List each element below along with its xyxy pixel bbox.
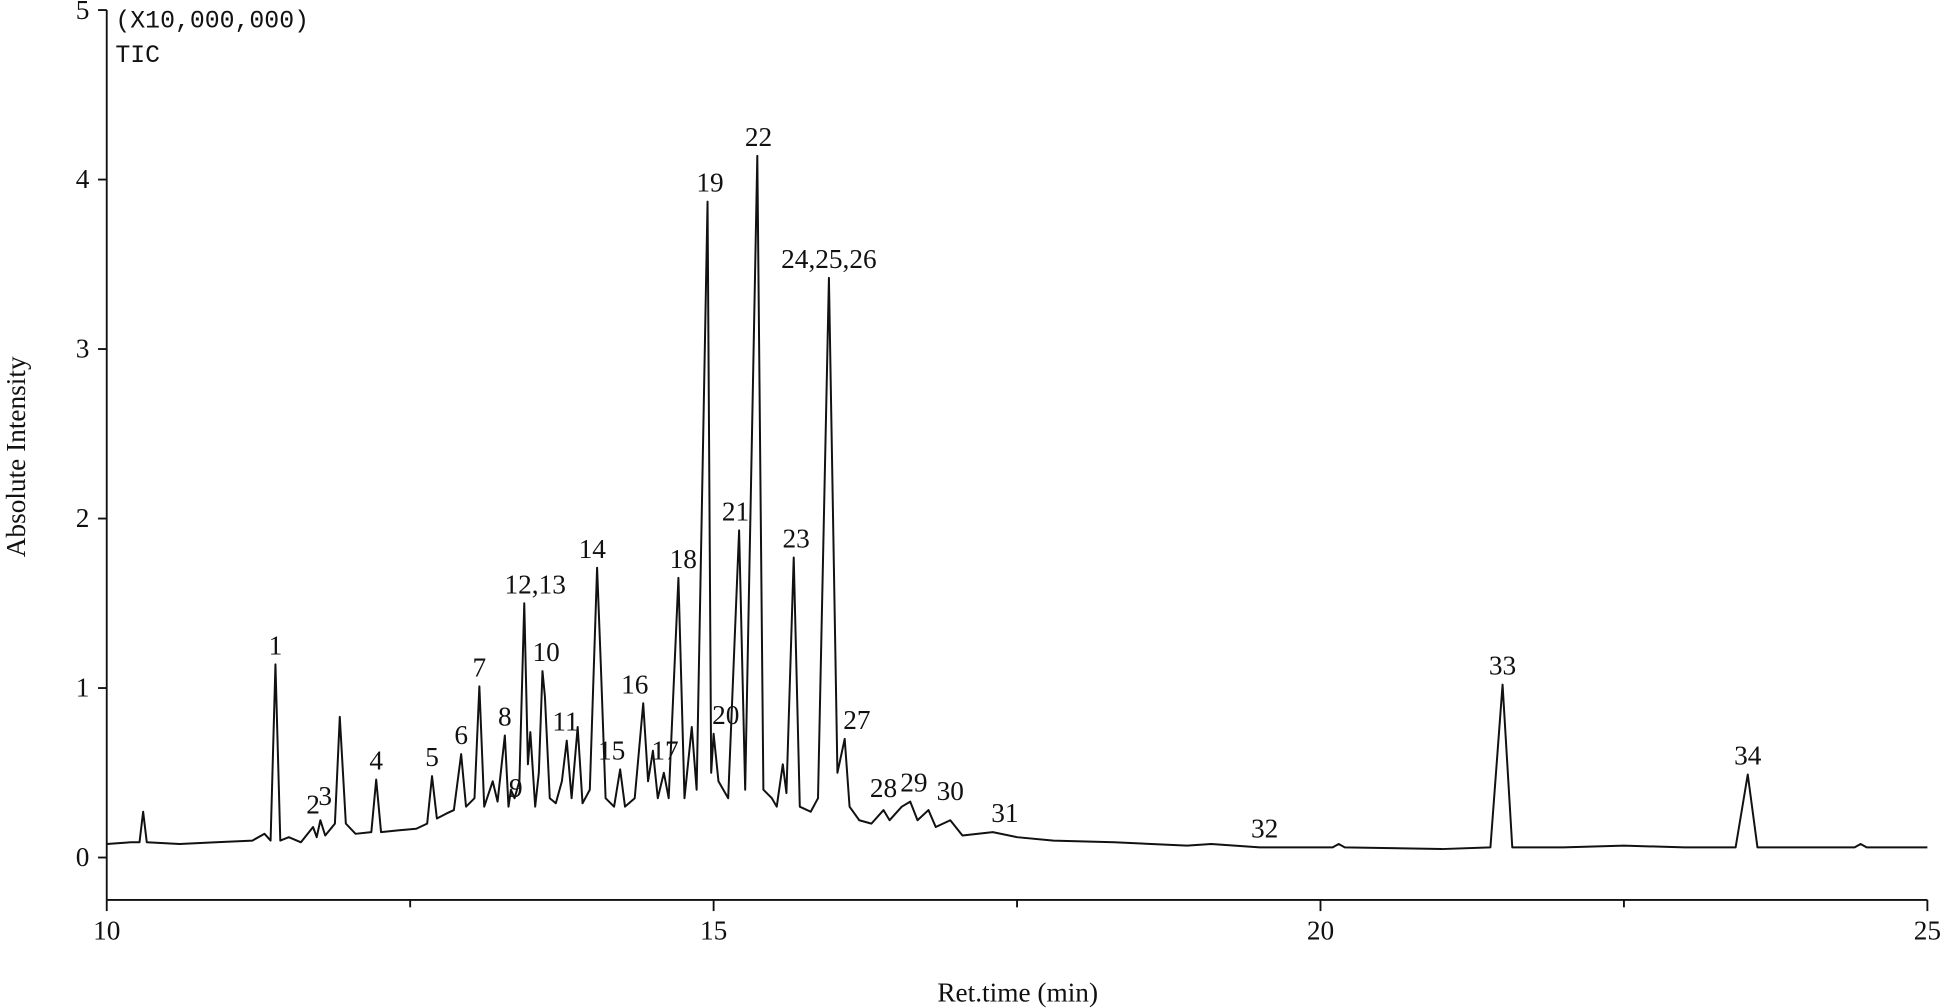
tic-trace [106,154,1928,851]
peak-label: 1 [269,630,283,660]
peak-label: 8 [498,702,512,732]
peak-label: 11 [552,707,578,737]
peak-label: 29 [900,768,927,798]
x-tick-label: 25 [1914,916,1941,946]
peak-label: 14 [579,534,607,564]
x-axis-title: Ret.time (min) [937,978,1098,1008]
peak-label: 3 [318,781,332,811]
y-tick-label: 4 [76,164,90,194]
peak-label: 23 [783,524,810,554]
y-axis-title: Absolute Intensity [1,356,31,557]
peak-label: 27 [843,705,870,735]
multiplier-label: (X10,000,000) [115,7,309,35]
peak-label: 32 [1251,813,1278,843]
peak-label: 20 [712,700,739,730]
y-tick-label: 3 [76,334,90,364]
peak-label: 5 [425,742,439,772]
peak-label: 24,25,26 [781,244,877,274]
peak-label: 31 [991,798,1018,828]
x-tick-label: 10 [93,916,120,946]
peak-label: 19 [696,168,723,198]
x-tick-label: 15 [700,916,727,946]
peak-label: 33 [1489,651,1516,681]
y-tick-label: 1 [76,673,90,703]
y-tick-label: 5 [76,0,90,25]
peak-label: 12,13 [504,569,565,599]
peak-label: 10 [532,637,559,667]
x-tick-label: 20 [1307,916,1334,946]
peak-label: 18 [670,544,697,574]
peak-label: 22 [745,122,772,152]
y-tick-label: 2 [76,503,90,533]
peak-label: 9 [509,773,523,803]
peak-label: 28 [870,773,897,803]
peak-label: 2 [306,790,320,820]
peak-label: 16 [621,669,648,699]
peak-label: 21 [722,496,749,526]
peak-label: 4 [369,746,383,776]
peak-label: 6 [454,720,468,750]
trace-label: TIC [115,42,160,70]
peak-label: 15 [598,735,625,765]
peak-label: 7 [473,652,487,682]
peak-label: 34 [1734,741,1762,771]
y-tick-label: 0 [76,842,90,872]
peak-label: 30 [937,776,964,806]
peak-label: 17 [651,735,678,765]
